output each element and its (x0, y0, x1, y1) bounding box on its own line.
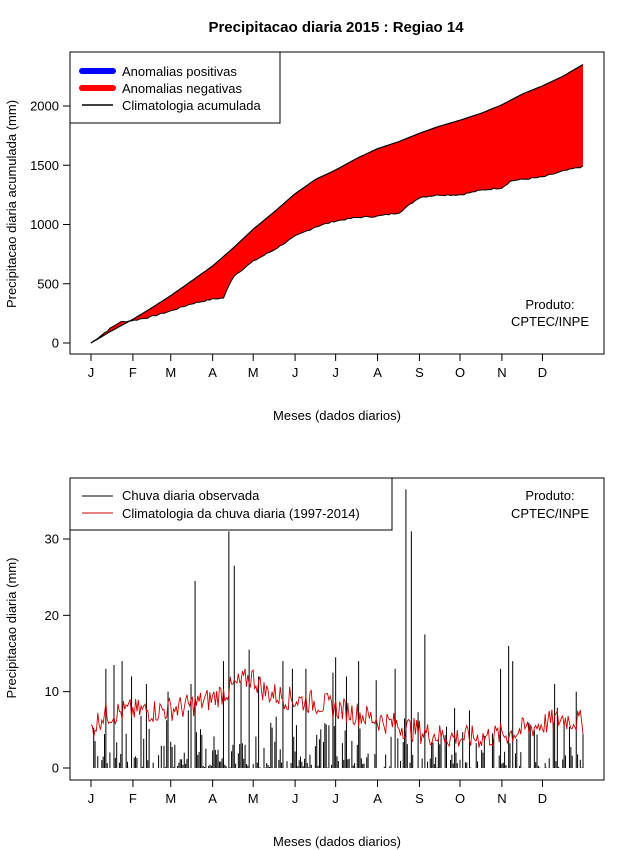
daily-climatology-line (90, 668, 584, 748)
y-axis-label-top: Precipitacao diaria acumulada (mm) (4, 100, 19, 308)
x-tick-label: J (292, 791, 299, 806)
x-tick-label: M (248, 365, 259, 380)
legend-label-climatology: Climatologia acumulada (122, 98, 262, 113)
x-tick-label: M (165, 365, 176, 380)
x-tick-label: A (373, 791, 382, 806)
x-tick-label: S (415, 791, 424, 806)
legend-bottom: Chuva diaria observada Climatologia da c… (69, 477, 393, 531)
legend-label-positive: Anomalias positivas (122, 64, 237, 79)
credit-org-bottom: CPTEC/INPE (511, 506, 589, 521)
y-tick-label: 2000 (30, 99, 59, 114)
legend-label-negative: Anomalias negativas (122, 81, 242, 96)
x-tick-label: J (332, 791, 339, 806)
y-axis-label-bottom: Precipitacao diaria (mm) (4, 558, 19, 699)
y-tick-label: 20 (45, 608, 59, 623)
x-tick-label: D (538, 791, 547, 806)
legend-box-bottom (69, 477, 393, 531)
y-tick-label: 1000 (30, 217, 59, 232)
legend-top: Anomalias positivas Anomalias negativas … (69, 51, 281, 124)
x-tick-label: O (455, 791, 465, 806)
x-tick-label: J (292, 365, 299, 380)
x-tick-label: A (208, 365, 217, 380)
x-tick-label: N (497, 791, 506, 806)
x-tick-label: M (248, 791, 259, 806)
x-tick-label: N (497, 365, 506, 380)
y-axis-bottom: 0 10 20 30 (45, 532, 71, 776)
y-tick-label: 1500 (30, 158, 59, 173)
accumulated-chart: J F M A M J J A S O N D 0 500 1000 1500 2000 Meses (dad… (4, 51, 605, 423)
x-tick-label: J (88, 791, 95, 806)
x-tick-label: M (165, 791, 176, 806)
y-tick-label: 500 (37, 276, 59, 291)
x-axis-label-bottom: Meses (dados diarios) (273, 834, 401, 849)
y-tick-label: 0 (52, 336, 59, 351)
x-tick-label: F (129, 791, 137, 806)
x-axis-label-top: Meses (dados diarios) (273, 408, 401, 423)
daily-chart: J F M A M J J A S O N D 0 10 20 30 Meses (dados diario… (4, 477, 605, 849)
x-tick-label: A (373, 365, 382, 380)
y-axis-top: 0 500 1000 1500 2000 (30, 99, 71, 351)
figure-title: Precipitacao diaria 2015 : Regiao 14 (208, 19, 464, 36)
climatology-accumulated-line (90, 63, 584, 344)
credit-label-bottom: Produto: (525, 488, 574, 503)
x-tick-label: S (415, 365, 424, 380)
x-tick-label: F (129, 365, 137, 380)
y-tick-label: 30 (45, 532, 59, 547)
x-tick-label: J (88, 365, 95, 380)
y-tick-label: 0 (52, 761, 59, 776)
x-tick-label: D (538, 365, 547, 380)
credit-label-top: Produto: (525, 297, 574, 312)
negative-anomaly-area (91, 64, 583, 343)
y-tick-label: 10 (45, 684, 59, 699)
x-tick-label: O (455, 365, 465, 380)
x-tick-label: A (208, 791, 217, 806)
legend-label-daily-climatology: Climatologia da chuva diaria (1997-2014) (122, 506, 360, 521)
observed-accumulated-line (90, 165, 584, 344)
credit-org-top: CPTEC/INPE (511, 314, 589, 329)
observed-daily-bars (93, 489, 584, 768)
legend-label-observed: Chuva diaria observada (122, 488, 260, 503)
x-tick-label: J (332, 365, 339, 380)
